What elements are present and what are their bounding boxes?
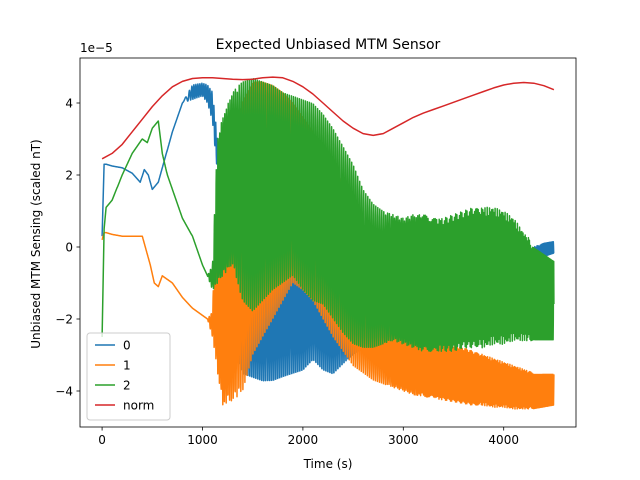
series-line-norm: [101, 76, 555, 160]
series-line-2: [101, 78, 555, 353]
chart-title: Expected Unbiased MTM Sensor: [216, 37, 441, 53]
plot-area: [101, 76, 555, 410]
y-tick-label: 2: [65, 169, 73, 183]
y-tick-label: 4: [65, 97, 73, 111]
x-tick-label: 2000: [288, 433, 319, 447]
legend-label-0: 0: [123, 339, 131, 353]
x-axis-label: Time (s): [303, 457, 353, 471]
x-tick-label: 3000: [388, 433, 419, 447]
y-tick-label: −2: [55, 313, 73, 327]
x-tick-label: 0: [98, 433, 106, 447]
legend-frame: [86, 332, 171, 421]
legend: 0 1 2 norm: [86, 332, 171, 421]
legend-label-norm: norm: [123, 399, 154, 413]
x-tick-label: 1000: [187, 433, 218, 447]
x-tick-label: 4000: [488, 433, 519, 447]
y-tick-label: −4: [55, 385, 73, 399]
axes-layer: 0 1000 2000 3000 4000 −4 −2 0 2 4: [55, 57, 577, 447]
y-tick-label: 0: [65, 241, 73, 255]
y-offset-text: 1e−5: [80, 41, 113, 55]
series-layer: [101, 76, 555, 410]
legend-label-2: 2: [123, 379, 131, 393]
plot-frame: [79, 57, 577, 428]
y-axis-label: Unbiased MTM Sensing (scaled nT): [29, 139, 43, 349]
legend-label-1: 1: [123, 359, 131, 373]
